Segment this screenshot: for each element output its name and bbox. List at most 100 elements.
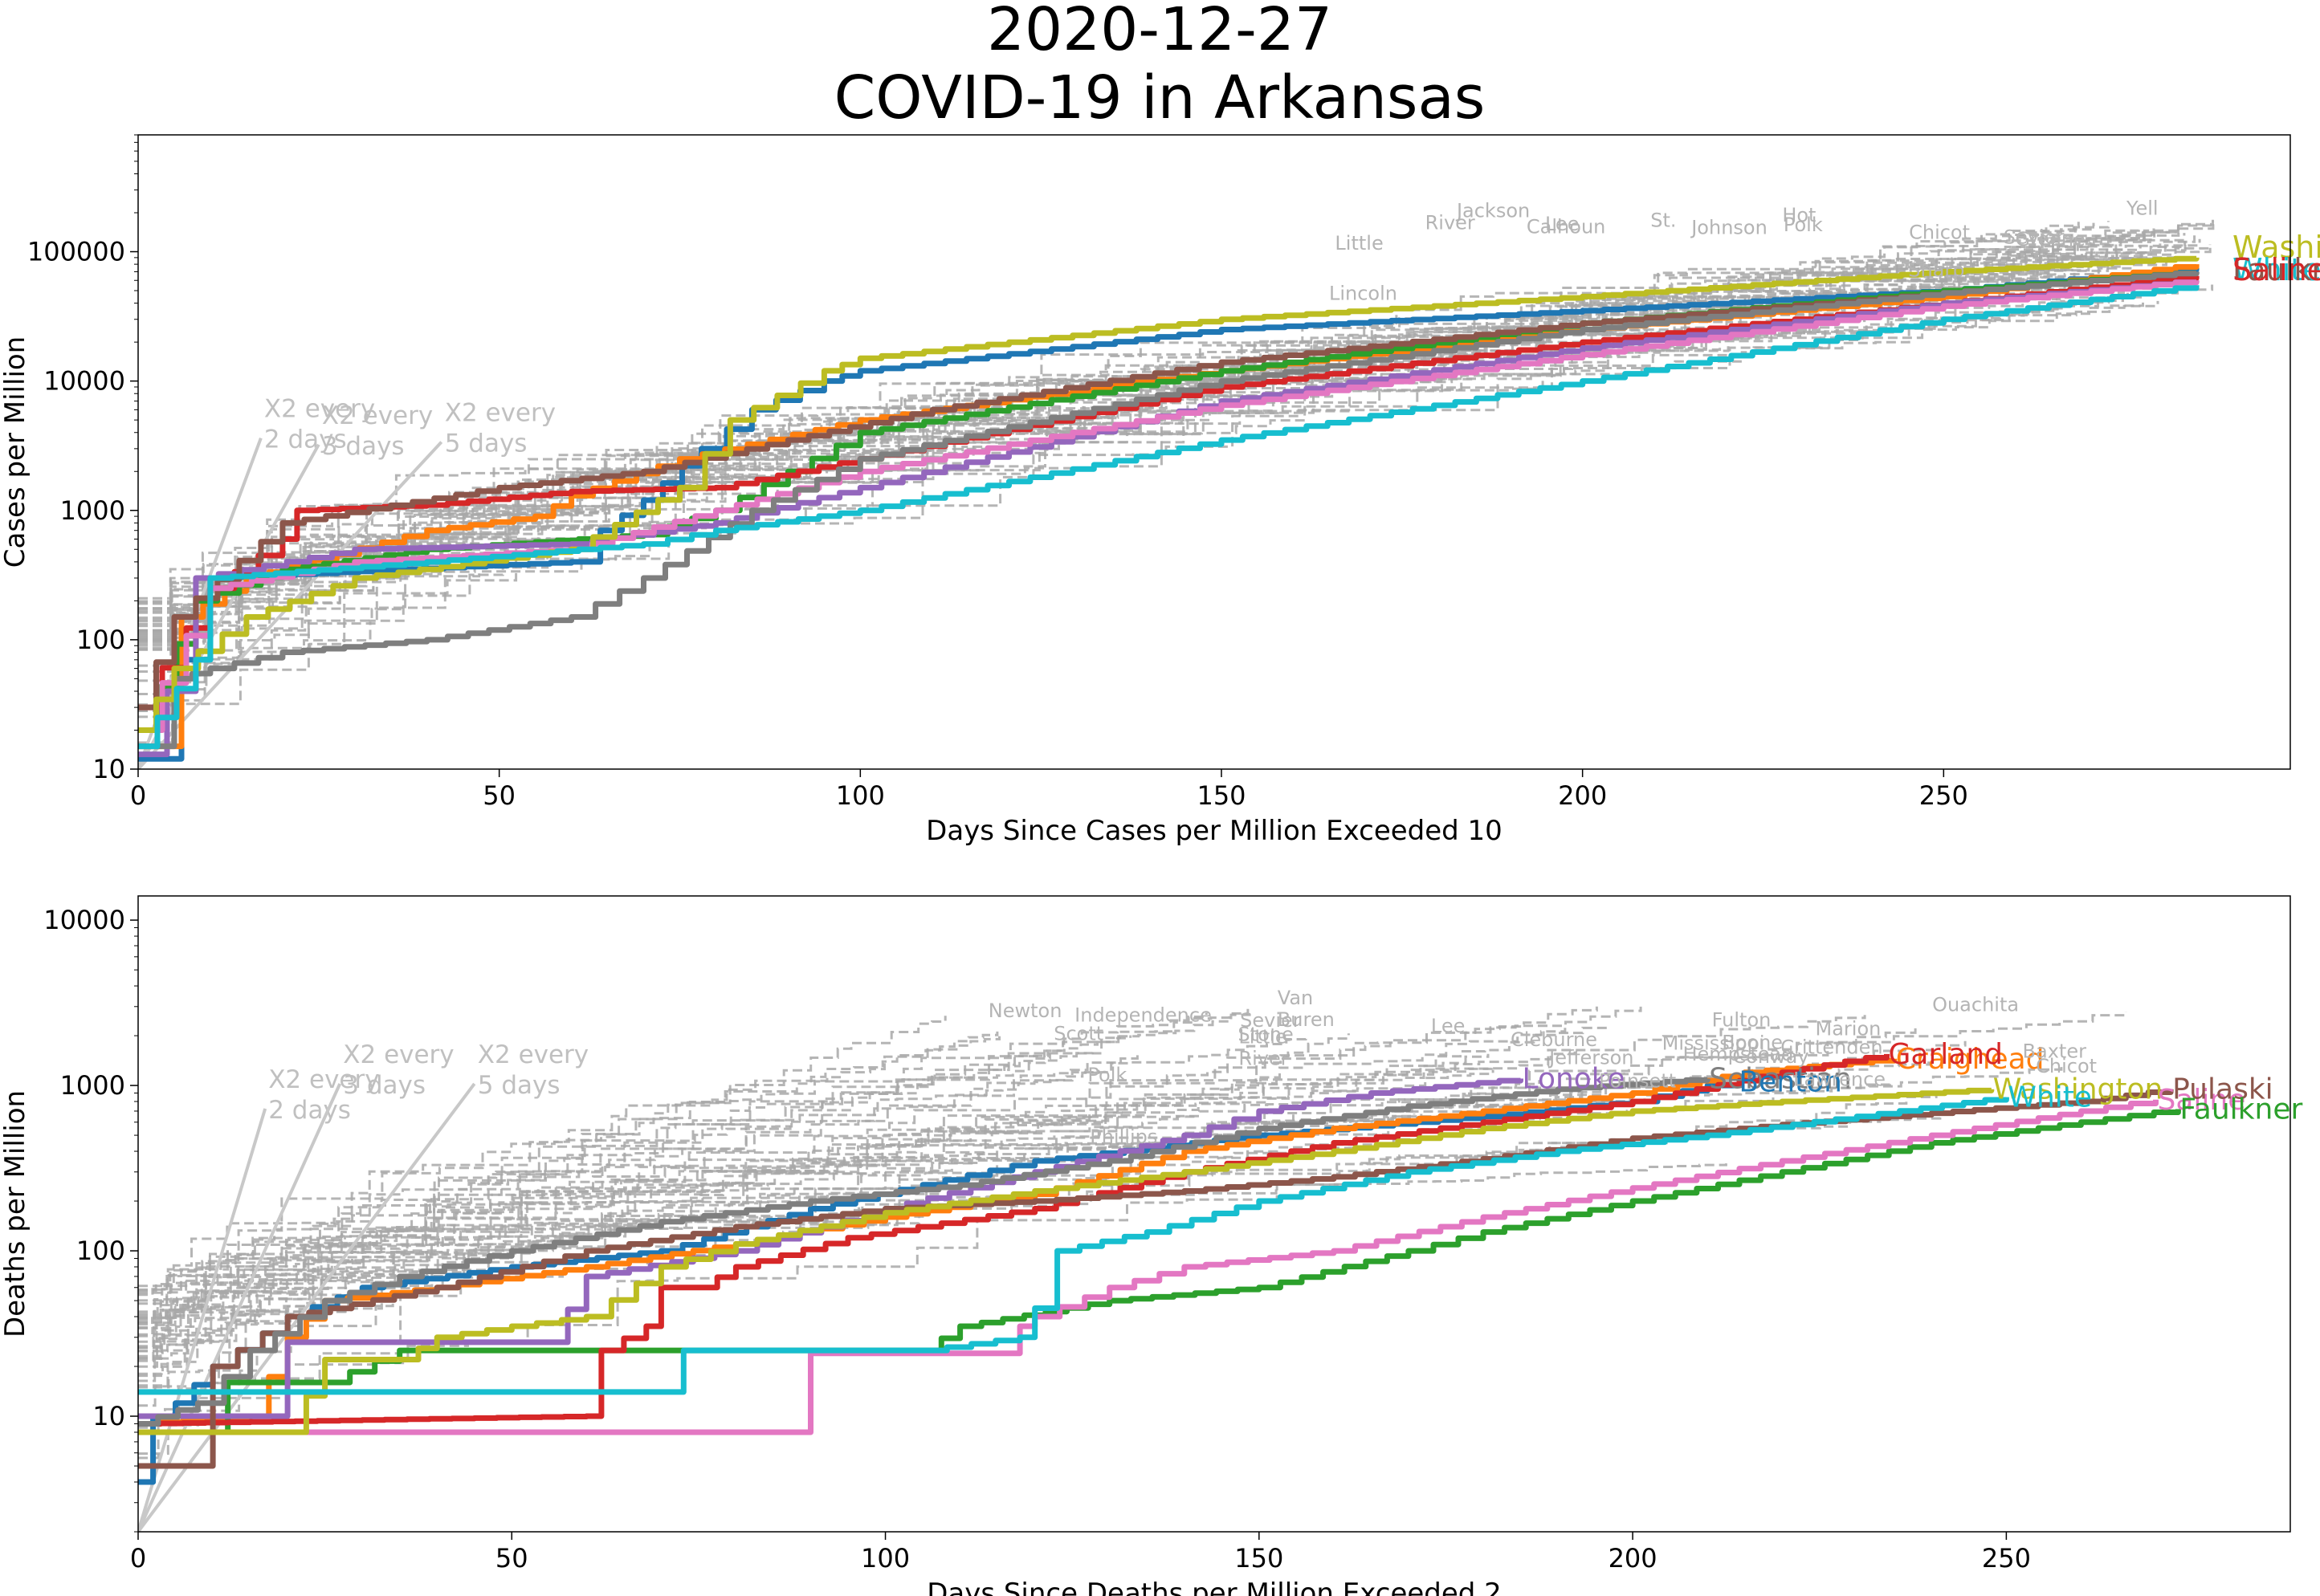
deaths-x-axis-label: Days Since Deaths per Million Exceeded 2 — [927, 1578, 1502, 1596]
deaths-end-label: Benton — [1739, 1066, 1842, 1099]
deaths-series-faulkner — [138, 1109, 2181, 1435]
deaths-background-label: Stone — [1237, 1024, 1293, 1046]
cases-background-line — [138, 275, 2199, 638]
cases-end-label: Faulkner — [2232, 252, 2320, 287]
deaths-x-tick-label: 250 — [1982, 1543, 2031, 1574]
deaths-background-label: Scott — [1054, 1022, 1103, 1044]
deaths-background-label: Poinsett — [1599, 1070, 1676, 1093]
deaths-background-label: Marion — [1816, 1018, 1882, 1040]
deaths-y-axis-label: Deaths per Million — [0, 1090, 31, 1337]
cases-axes-frame — [137, 134, 2291, 770]
cases-y-tick-label: 100 — [76, 625, 125, 655]
deaths-series-washington — [138, 1087, 1995, 1435]
deaths-background-label: Crittenden — [1780, 1036, 1882, 1059]
cases-background-label: Sharp — [1908, 259, 1964, 282]
cases-background-label: Lincoln — [1329, 282, 1397, 304]
deaths-end-label: Garland — [1889, 1038, 2004, 1071]
deaths-background-labels: Little River Newton Chicot Independence Missi… — [989, 987, 2097, 1148]
deaths-doubling-guide-label: X2 every 2 days — [268, 1065, 379, 1125]
deaths-series-saline — [138, 1099, 2159, 1435]
deaths-background-line — [138, 1070, 1801, 1320]
cases-y-tick-label: 10000 — [43, 366, 125, 397]
deaths-background-line — [138, 1177, 984, 1326]
deaths-background-label: Baxter — [2023, 1040, 2087, 1063]
deaths-y-tick-label: 1000 — [60, 1070, 125, 1101]
cases-series-craighead — [138, 275, 2200, 710]
cases-background-label: Lee — [1545, 213, 1579, 235]
cases-end-labels: WashingtonWhiteFaulknerSaline — [2232, 230, 2320, 287]
cases-y-tick-label: 10 — [92, 754, 125, 784]
deaths-background-label: Boone — [1722, 1031, 1783, 1053]
deaths-background-label: Little River — [1238, 1025, 1288, 1069]
deaths-background-label: Cleburne — [1511, 1028, 1597, 1051]
cases-end-label: Washington — [2232, 230, 2320, 265]
deaths-x-tick-label: 50 — [495, 1543, 528, 1574]
cases-y-tick-label: 100000 — [27, 237, 125, 267]
deaths-background-label: Fulton — [1712, 1009, 1772, 1032]
cases-background-label: Greene — [2015, 228, 2085, 250]
deaths-doubling-guide-label: X2 every 3 days — [343, 1040, 454, 1100]
deaths-background-line — [138, 1049, 1094, 1337]
deaths-background-label: Newton — [989, 1000, 1062, 1022]
deaths-doubling-guide-line — [138, 1082, 476, 1532]
deaths-end-label: White — [2008, 1081, 2092, 1114]
cases-background-label: Jackson — [1455, 200, 1530, 222]
cases-background-line — [138, 225, 2075, 600]
deaths-x-tick-label: 200 — [1609, 1543, 1657, 1574]
cases-x-axis-label: Days Since Cases per Million Exceeded 10 — [926, 815, 1502, 847]
cases-end-label: Saline — [2232, 252, 2320, 287]
cases-x-tick-label: 100 — [836, 780, 885, 811]
deaths-background-label: Van Buren — [1278, 987, 1335, 1031]
cases-x-tick-label: 200 — [1558, 780, 1607, 811]
cases-background-label: Polk — [1784, 214, 1823, 236]
deaths-background-line — [138, 1015, 1866, 1305]
deaths-background-line — [138, 1069, 1100, 1350]
deaths-background-label: Jefferson — [1547, 1047, 1633, 1069]
cases-background-label: Sevier — [2004, 226, 2065, 248]
deaths-background-line — [138, 1053, 1139, 1382]
cases-background-line — [138, 222, 2095, 643]
deaths-end-label: Faulkner — [2179, 1093, 2302, 1126]
cases-series-white — [138, 285, 2200, 750]
deaths-x-tick-label: 150 — [1234, 1543, 1283, 1574]
deaths-series-lonoke — [138, 1077, 1523, 1419]
cases-x-tick-label: 250 — [1919, 780, 1968, 811]
deaths-background-label: Lee — [1431, 1015, 1465, 1037]
deaths-background-line — [138, 1027, 1917, 1387]
deaths-background-label: Conway — [1732, 1045, 1808, 1068]
cases-background-line — [138, 300, 2159, 642]
deaths-end-label: Pulaski — [2172, 1073, 2273, 1106]
cases-background-label: St. — [1650, 210, 1676, 232]
deaths-y-tick-label: 10 — [92, 1401, 125, 1431]
deaths-doubling-guide-line — [138, 1108, 267, 1532]
deaths-y-tick-label: 10000 — [43, 905, 125, 935]
deaths-end-label: Lonoke — [1523, 1063, 1625, 1096]
deaths-background-label: Chicot — [2036, 1055, 2097, 1077]
deaths-background-line — [138, 1080, 1278, 1368]
deaths-background-line — [138, 1006, 1642, 1348]
deaths-background-label: Polk — [1087, 1064, 1127, 1086]
deaths-series-sebastian — [138, 1077, 1710, 1427]
deaths-background-line — [138, 1033, 1350, 1460]
deaths-background-line — [138, 1093, 1938, 1456]
deaths-background-label: Hempstead — [1682, 1043, 1793, 1065]
chart-title-region: COVID-19 in Arkansas — [834, 63, 1486, 132]
deaths-doubling-guide-line — [138, 1083, 342, 1532]
cases-x-tick-label: 0 — [130, 780, 146, 811]
cases-background-line — [138, 301, 2100, 635]
deaths-background-label: Mississippi — [1662, 1032, 1765, 1054]
cases-background-label: Little — [1335, 232, 1383, 254]
deaths-y-tick-label: 100 — [76, 1236, 125, 1266]
deaths-background-label: Lawrence — [1793, 1069, 1886, 1091]
deaths-end-label: Sebastian — [1709, 1063, 1852, 1096]
deaths-background-label: Ouachita — [1932, 993, 2019, 1016]
deaths-background-label: Phillips — [1090, 1126, 1157, 1148]
deaths-background-line — [138, 1006, 1598, 1360]
cases-end-label: White — [2232, 252, 2320, 287]
deaths-end-label: Washington — [1993, 1073, 2163, 1106]
cases-x-tick-label: 150 — [1197, 780, 1246, 811]
cases-x-tick-label: 50 — [483, 780, 516, 811]
deaths-background-line — [138, 1036, 1001, 1297]
deaths-background-label: Sevier — [1240, 1009, 1301, 1032]
